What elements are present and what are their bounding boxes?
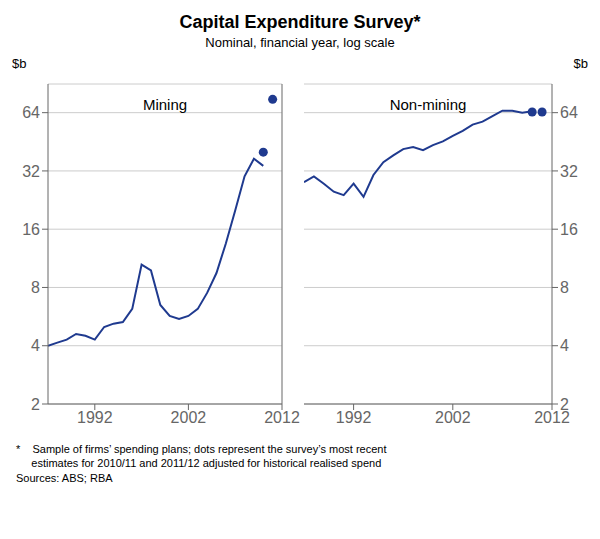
svg-text:1992: 1992 xyxy=(77,409,113,426)
html-text:* Sample of firms’ spending pl: * Sample of firms’ spending plans; dots … xyxy=(16,443,387,484)
html-text:$b: $b xyxy=(573,56,588,71)
svg-text:16: 16 xyxy=(560,221,578,238)
svg-text:1992: 1992 xyxy=(336,409,372,426)
svg-text:2: 2 xyxy=(31,396,40,413)
svg-text:64: 64 xyxy=(560,104,578,121)
svg-text:2: 2 xyxy=(560,396,569,413)
svg-text:4: 4 xyxy=(560,337,569,354)
svg-text:32: 32 xyxy=(22,163,40,180)
html-text:Mining: Mining xyxy=(142,96,188,113)
svg-text:8: 8 xyxy=(31,279,40,296)
html-text:Nominal, financial year, log s: Nominal, financial year, log scale xyxy=(205,35,395,50)
svg-text:2002: 2002 xyxy=(435,409,471,426)
svg-text:32: 32 xyxy=(560,163,578,180)
svg-text:64: 64 xyxy=(22,104,40,121)
svg-text:2012: 2012 xyxy=(264,409,300,426)
svg-text:8: 8 xyxy=(560,279,569,296)
html-text:$b: $b xyxy=(12,56,27,71)
svg-text:4: 4 xyxy=(31,337,40,354)
html-text:Non-mining: Non-mining xyxy=(389,96,467,113)
svg-text:2012: 2012 xyxy=(534,409,570,427)
html-text:Capital Expenditure Survey*: Capital Expenditure Survey* xyxy=(179,12,421,32)
svg-text:2002: 2002 xyxy=(171,409,207,426)
svg-text:16: 16 xyxy=(22,221,40,238)
